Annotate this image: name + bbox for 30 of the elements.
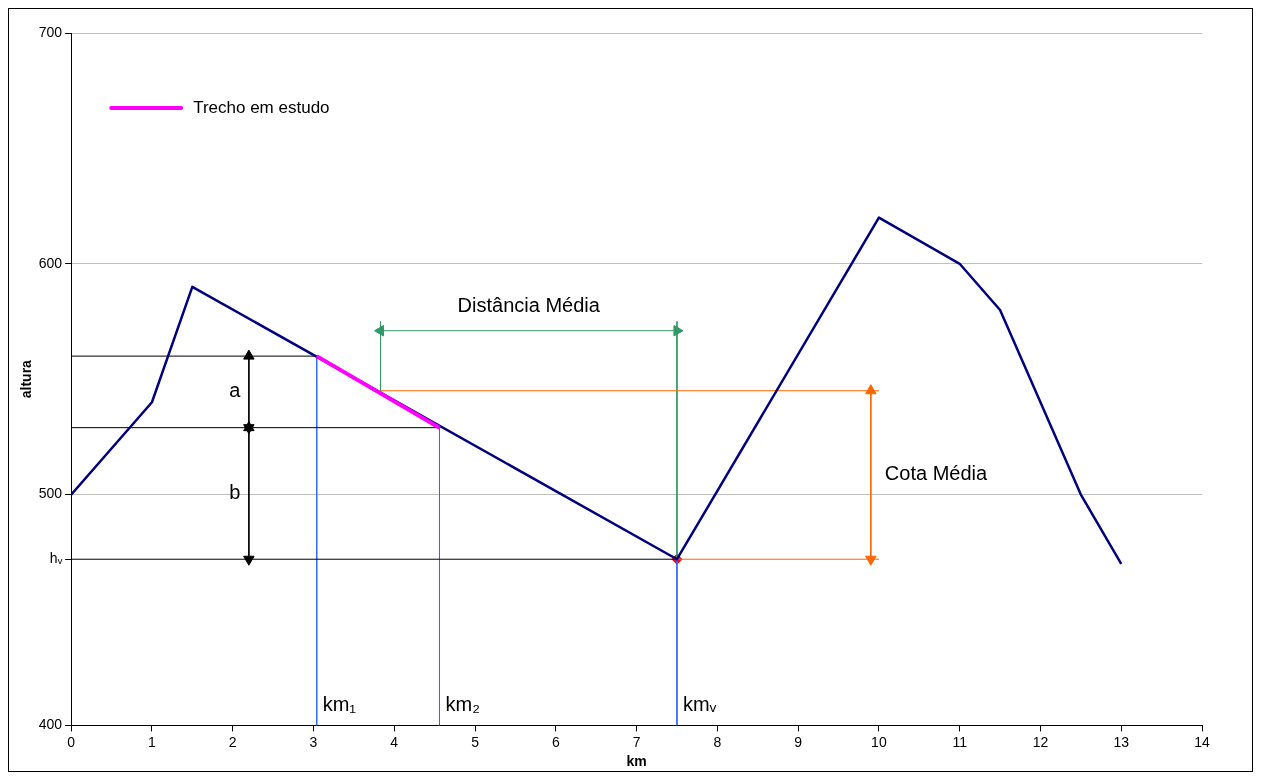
annotation: km₁ (322, 692, 357, 715)
x-tick-label: 6 (551, 733, 560, 750)
annotation: kmᵥ (682, 692, 717, 715)
y-tick-label: hᵥ (49, 550, 63, 567)
annotation: Cota Média (884, 462, 988, 485)
x-tick-label: 13 (1113, 733, 1130, 750)
y-tick-label: 600 (38, 254, 63, 271)
annotation: Distância Média (457, 294, 601, 317)
annotation: b (229, 480, 241, 503)
annotation: km₂ (445, 692, 480, 715)
x-tick-label: 2 (228, 733, 237, 750)
x-tick-label: 11 (952, 733, 968, 750)
x-tick-label: 9 (794, 733, 803, 750)
y-tick-label: 700 (38, 23, 63, 40)
x-tick-label: 10 (871, 733, 887, 750)
x-tick-label: 3 (309, 733, 318, 750)
x-tick-label: 7 (632, 733, 641, 750)
x-axis-title: km (626, 753, 647, 770)
x-tick-label: 0 (67, 733, 76, 750)
x-tick-label: 14 (1194, 733, 1210, 750)
x-tick-label: 5 (471, 733, 480, 750)
x-tick-label: 8 (713, 733, 722, 750)
y-tick-label: 500 (38, 485, 63, 502)
y-tick-label: 400 (38, 716, 63, 733)
annotation: a (229, 379, 242, 402)
y-axis-title: altura (18, 359, 35, 399)
x-tick-label: 12 (1032, 733, 1049, 750)
x-tick-label: 1 (148, 733, 157, 750)
legend-label: Trecho em estudo (193, 97, 330, 117)
x-tick-label: 4 (390, 733, 399, 750)
